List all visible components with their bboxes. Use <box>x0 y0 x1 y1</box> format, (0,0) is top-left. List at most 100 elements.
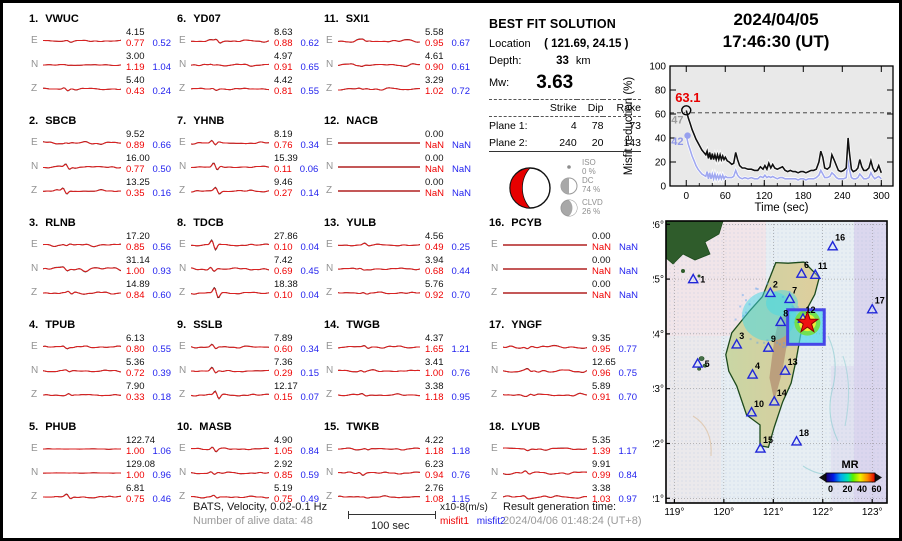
waveform-trace <box>191 139 269 146</box>
station-marker-label: 8 <box>783 308 788 318</box>
misfit-values: 0.95 0.77 <box>592 344 637 355</box>
component-label: Z <box>31 83 38 94</box>
component-label: N <box>491 263 499 274</box>
misfit2-value: 0.76 <box>451 470 471 481</box>
misfit1-value: 0.69 <box>274 266 293 277</box>
lat-tick-label: 25° <box>653 275 664 286</box>
station-number: 16. <box>489 217 505 229</box>
component-label: E <box>179 239 186 250</box>
misfit2-value: 1.15 <box>451 494 471 505</box>
plane2-strike: 240 <box>536 134 577 152</box>
station-code: TWGB <box>346 319 380 331</box>
station-marker-label: 17 <box>875 296 885 306</box>
x-axis-label: Time (sec) <box>755 202 809 214</box>
misfit2-value: 0.70 <box>451 290 471 301</box>
station-marker-label: 7 <box>792 285 797 295</box>
component-label: N <box>491 467 499 478</box>
waveform-trace <box>43 141 121 145</box>
misfit1-value: 1.39 <box>592 446 611 457</box>
station-block: 12. NACB E 0.00 NaN NaN N 0.00 NaN NaN Z 0.00 NaN NaN <box>324 115 472 211</box>
misfit2-value: 0.24 <box>152 86 172 97</box>
misfit2-value: 0.84 <box>300 446 320 457</box>
waveform-trace <box>191 366 269 374</box>
component-label: Z <box>31 491 38 502</box>
component-label: N <box>326 365 334 376</box>
misfit1-value: 1.00 <box>126 446 145 457</box>
station-number: 3. <box>29 217 39 229</box>
amplitude-value: 13.25 <box>126 177 150 188</box>
misfit2-value: 0.06 <box>299 164 319 175</box>
component-label: Z <box>326 185 333 196</box>
amplitude-value: 3.00 <box>126 51 145 62</box>
misfit1-value: 0.15 <box>274 392 293 403</box>
amplitude-value: 4.90 <box>274 435 293 446</box>
station-marker <box>764 286 777 298</box>
station-header: 14. TWGB <box>324 319 380 331</box>
misfit2-value: 0.49 <box>300 494 320 505</box>
station-number: 5. <box>29 421 39 433</box>
misfit1-value: NaN <box>592 242 612 253</box>
station-code: SBCB <box>45 115 77 127</box>
component-label: N <box>326 59 334 70</box>
station-marker <box>783 292 796 304</box>
station-header: 9. SSLB <box>177 319 223 331</box>
misfit1-value: 0.77 <box>126 38 145 49</box>
component-label: N <box>491 365 499 376</box>
amplitude-value: 6.13 <box>126 333 145 344</box>
amplitude-value: 9.35 <box>592 333 611 344</box>
result-time-label: Result generation time: <box>503 501 617 513</box>
misfit1-value: 1.08 <box>425 494 444 505</box>
amplitude-value: 3.41 <box>425 357 444 368</box>
amplitude-value: 2.76 <box>425 483 444 494</box>
svg-text:180: 180 <box>795 191 812 202</box>
amplitude-value: 4.42 <box>274 75 293 86</box>
waveform-trace <box>43 266 121 273</box>
svg-text:80: 80 <box>655 86 667 97</box>
component-label: E <box>326 137 333 148</box>
amplitude-value: 16.00 <box>126 153 150 164</box>
misfit1-value: NaN <box>425 164 445 175</box>
station-marker <box>779 364 791 375</box>
station-code: SSLB <box>193 319 223 331</box>
station-number: 1. <box>29 13 39 25</box>
plane2-rake: 143 <box>603 134 641 152</box>
station-marker-label: 3 <box>739 331 744 341</box>
amplitude-value: 7.90 <box>126 381 145 392</box>
station-marker-label: 12 <box>805 305 815 315</box>
misfit2-value: 0.04 <box>300 290 320 301</box>
component-label: E <box>326 35 333 46</box>
svg-text:120: 120 <box>756 191 773 202</box>
station-marker <box>687 273 699 284</box>
station-marker-label: 16 <box>835 233 845 243</box>
misfit1-value: 0.68 <box>425 266 444 277</box>
station-header: 12. NACB <box>324 115 378 127</box>
station-block: 13. YULB E 4.56 0.49 0.25 N 3.94 0.68 0.44 Z 5.76 0.… <box>324 217 472 313</box>
component-label: E <box>491 239 498 250</box>
waveform-trace <box>191 266 269 273</box>
amplitude-value: 0.00 <box>425 153 444 164</box>
waveform-trace <box>338 291 420 295</box>
waveform-trace <box>503 244 587 246</box>
misfit1-value: 1.65 <box>425 344 444 355</box>
misfit2-value: 0.70 <box>618 392 638 403</box>
misfit-values: 0.91 0.70 <box>592 392 637 403</box>
station-header: 17. YNGF <box>489 319 542 331</box>
station-marker <box>768 395 781 406</box>
station-marker <box>826 240 839 251</box>
misfit2-value: 0.67 <box>451 38 471 49</box>
col-rake: Rake <box>603 99 641 117</box>
misfit2-value: 0.34 <box>300 344 320 355</box>
svg-text:240: 240 <box>834 191 851 202</box>
misfit2-value: NaN <box>452 140 472 151</box>
misfit1-value: 0.85 <box>126 242 145 253</box>
component-label: N <box>326 467 334 478</box>
misfit2-value: NaN <box>619 242 639 253</box>
lat-tick-label: 21° <box>653 494 664 505</box>
component-label: E <box>326 443 333 454</box>
dc-icon <box>560 177 578 195</box>
amplitude-value: 5.19 <box>274 483 293 494</box>
waveform-trace <box>43 187 121 195</box>
station-number: 8. <box>177 217 187 229</box>
misfit1-value: 0.10 <box>274 242 293 253</box>
